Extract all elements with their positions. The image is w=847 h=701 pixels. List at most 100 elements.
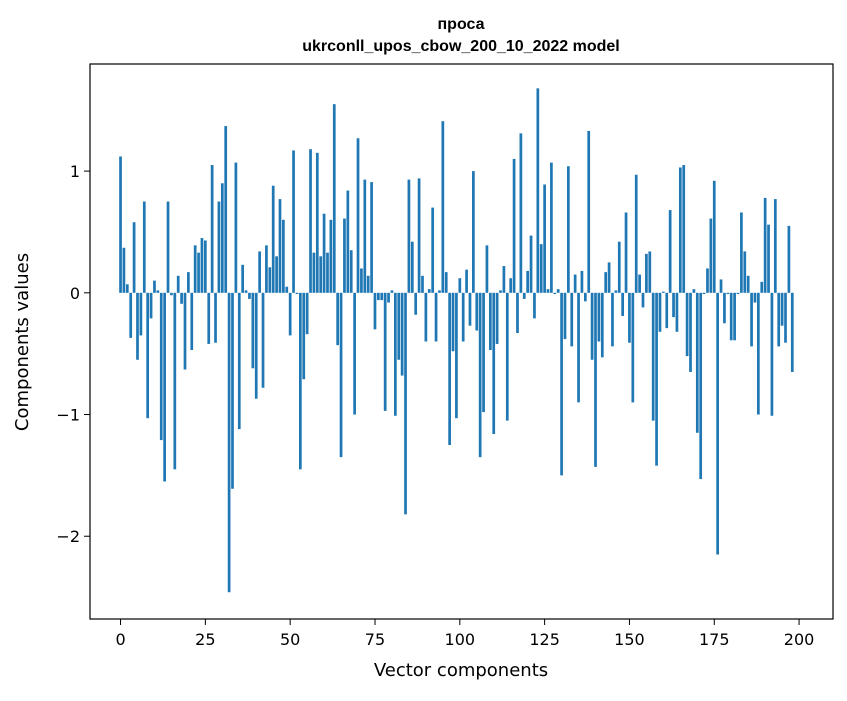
bar-24 bbox=[200, 238, 204, 293]
bar-26 bbox=[207, 292, 211, 344]
bar-103 bbox=[468, 292, 472, 326]
bar-47 bbox=[278, 199, 282, 293]
bar-192 bbox=[770, 292, 774, 416]
bar-49 bbox=[285, 286, 289, 293]
bar-98 bbox=[451, 292, 455, 352]
bar-195 bbox=[780, 292, 784, 326]
bar-80 bbox=[390, 290, 394, 293]
bar-189 bbox=[760, 281, 764, 293]
bar-0 bbox=[119, 156, 122, 293]
bar-147 bbox=[617, 241, 621, 293]
bar-85 bbox=[407, 179, 411, 293]
bar-31 bbox=[224, 126, 228, 293]
bar-185 bbox=[746, 275, 750, 293]
bar-35 bbox=[237, 292, 241, 430]
bar-169 bbox=[692, 289, 696, 293]
bar-3 bbox=[129, 292, 133, 338]
bar-99 bbox=[455, 292, 458, 419]
bar-120 bbox=[526, 270, 530, 293]
bar-131 bbox=[563, 292, 567, 340]
bar-45 bbox=[271, 185, 275, 293]
x-tick-label-100: 100 bbox=[445, 630, 476, 649]
bar-137 bbox=[583, 292, 587, 302]
bar-122 bbox=[533, 292, 536, 319]
bar-188 bbox=[757, 292, 760, 415]
bar-90 bbox=[424, 292, 428, 342]
bar-136 bbox=[580, 270, 584, 293]
bar-150 bbox=[628, 292, 631, 343]
bar-64 bbox=[336, 292, 340, 346]
bar-76 bbox=[377, 292, 380, 301]
x-axis-label: Vector components bbox=[374, 660, 548, 681]
bar-153 bbox=[638, 274, 641, 293]
bar-97 bbox=[448, 292, 451, 445]
bar-9 bbox=[149, 292, 153, 319]
bar-41 bbox=[258, 251, 261, 293]
bar-53 bbox=[298, 292, 302, 470]
bar-156 bbox=[648, 251, 652, 293]
bar-182 bbox=[736, 292, 740, 295]
bar-198 bbox=[790, 292, 794, 372]
bar-89 bbox=[421, 275, 424, 293]
bar-93 bbox=[434, 292, 438, 342]
bar-106 bbox=[478, 292, 482, 458]
bar-75 bbox=[373, 292, 377, 330]
bar-63 bbox=[332, 104, 336, 293]
bar-14 bbox=[166, 201, 170, 293]
bar-151 bbox=[631, 292, 635, 403]
bar-186 bbox=[750, 292, 753, 347]
bar-42 bbox=[261, 292, 265, 388]
bar-101 bbox=[461, 292, 465, 342]
bar-96 bbox=[444, 272, 448, 293]
bar-165 bbox=[678, 167, 682, 293]
bar-126 bbox=[546, 289, 550, 293]
bar-91 bbox=[427, 289, 431, 293]
bar-60 bbox=[322, 213, 326, 293]
bar-72 bbox=[363, 179, 367, 293]
bar-50 bbox=[288, 292, 292, 336]
bar-34 bbox=[234, 162, 238, 293]
bar-88 bbox=[417, 178, 421, 293]
bar-149 bbox=[624, 212, 628, 293]
bar-196 bbox=[784, 292, 787, 343]
y-tick-label-2: 0 bbox=[70, 284, 80, 303]
bar-21 bbox=[190, 292, 194, 351]
bar-157 bbox=[651, 292, 655, 421]
bar-94 bbox=[438, 290, 441, 293]
bar-74 bbox=[370, 182, 373, 293]
bar-36 bbox=[241, 264, 245, 293]
bar-184 bbox=[743, 251, 747, 293]
bar-43 bbox=[265, 245, 268, 293]
bar-197 bbox=[787, 225, 791, 293]
y-tick-label-0: −2 bbox=[56, 527, 80, 546]
bar-6 bbox=[139, 292, 143, 336]
bar-46 bbox=[275, 256, 278, 293]
bar-163 bbox=[672, 292, 675, 318]
bar-128 bbox=[553, 292, 557, 295]
bar-79 bbox=[387, 292, 390, 303]
bar-51 bbox=[292, 150, 295, 293]
bar-61 bbox=[326, 252, 329, 293]
bar-152 bbox=[634, 174, 638, 293]
bar-5 bbox=[136, 292, 139, 360]
bar-92 bbox=[431, 207, 435, 293]
x-tick-label-125: 125 bbox=[529, 630, 560, 649]
bar-56 bbox=[309, 149, 312, 293]
bar-176 bbox=[716, 292, 719, 555]
bar-161 bbox=[665, 292, 669, 329]
bar-1 bbox=[122, 247, 126, 293]
bar-33 bbox=[231, 292, 234, 489]
plot-frame bbox=[89, 63, 834, 620]
bar-107 bbox=[482, 292, 485, 413]
bar-2 bbox=[125, 284, 129, 293]
bar-146 bbox=[614, 290, 618, 293]
bar-28 bbox=[214, 292, 217, 343]
bar-8 bbox=[146, 292, 150, 419]
bar-155 bbox=[645, 253, 648, 293]
bar-167 bbox=[685, 292, 689, 357]
bar-66 bbox=[343, 218, 346, 293]
bar-164 bbox=[675, 292, 679, 332]
bar-40 bbox=[254, 292, 258, 399]
bar-23 bbox=[197, 252, 200, 293]
